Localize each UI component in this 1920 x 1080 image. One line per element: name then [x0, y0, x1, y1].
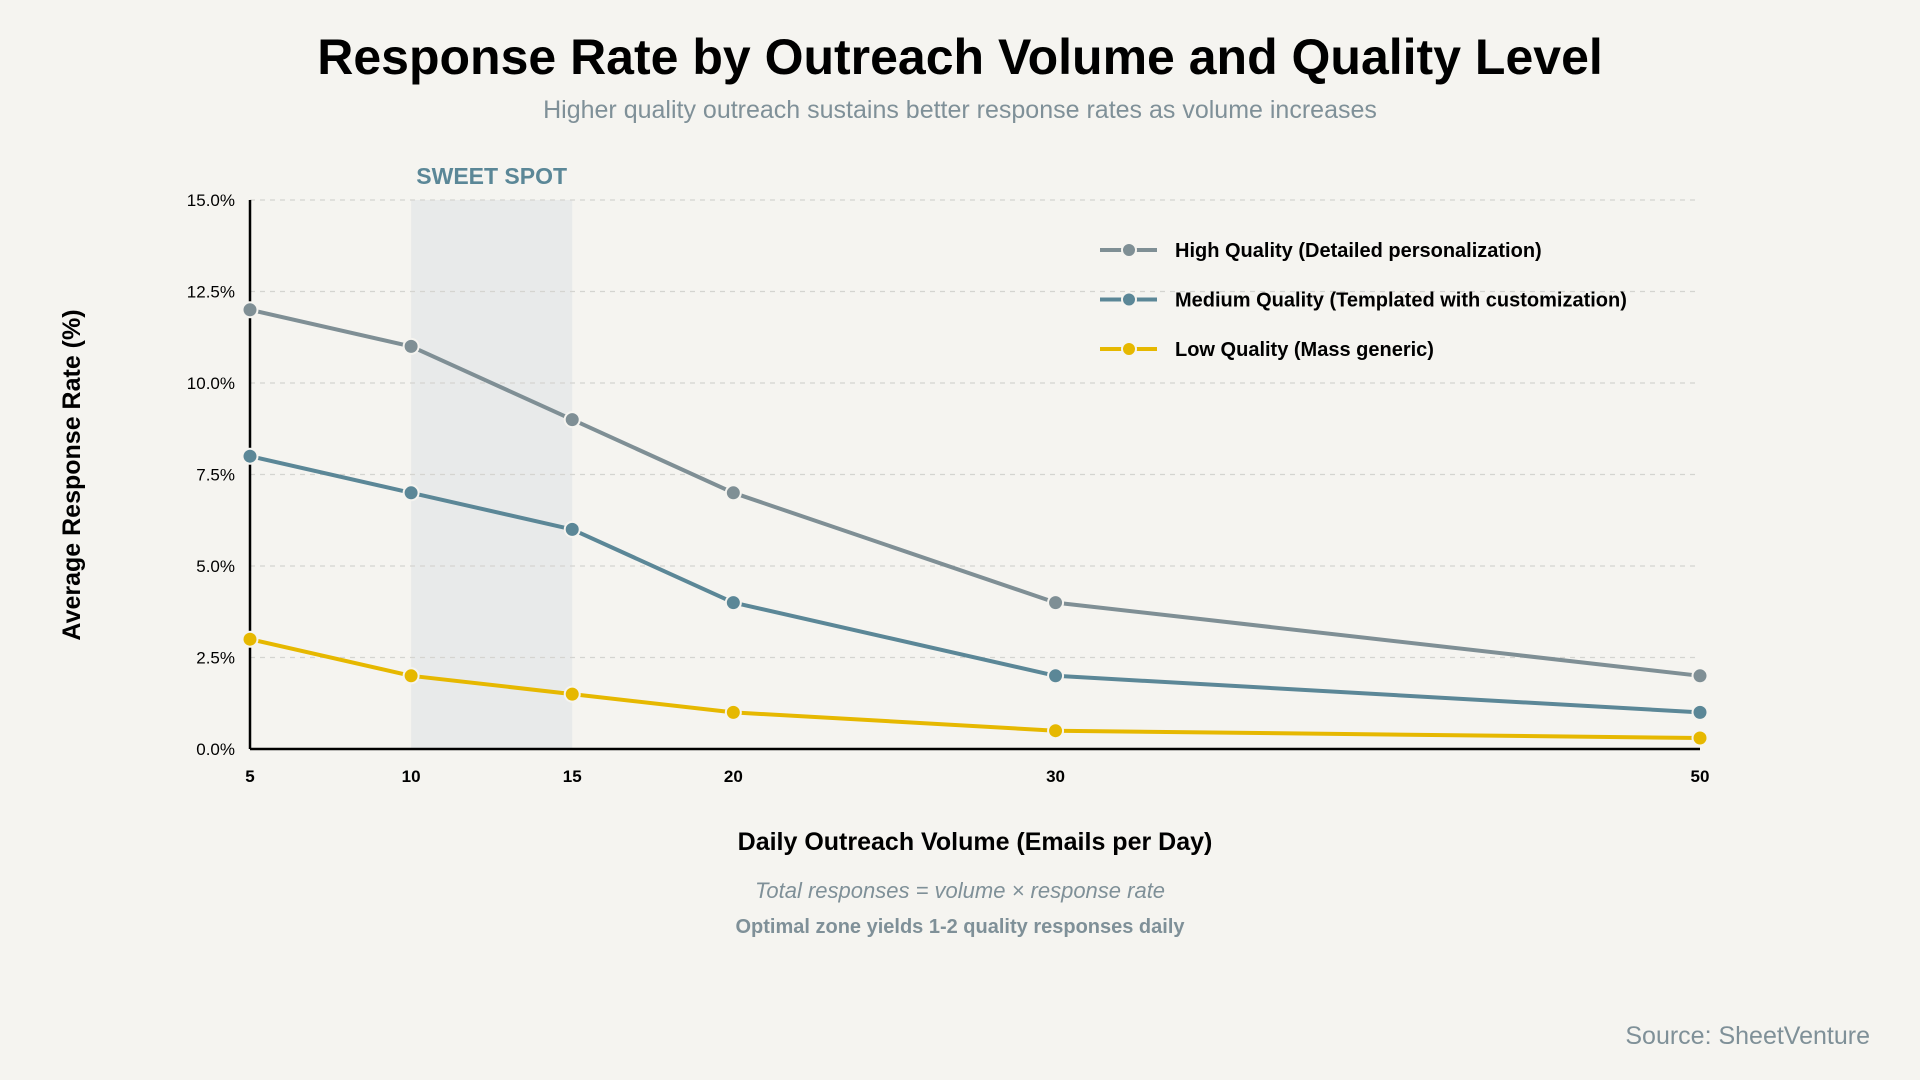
- note-optimal-zone: Optimal zone yields 1-2 quality response…: [735, 916, 1185, 938]
- y-tick-label: 15.0%: [187, 191, 235, 210]
- chart-subtitle: Higher quality outreach sustains better …: [543, 96, 1377, 124]
- data-point: [1691, 729, 1709, 747]
- source-label: Source: SheetVenture: [1625, 1022, 1870, 1050]
- legend-swatch-marker: [1121, 291, 1137, 308]
- y-axis-title: Average Response Rate (%): [58, 309, 86, 640]
- data-point: [241, 447, 259, 465]
- x-tick-label: 15: [563, 767, 582, 786]
- sweet-spot-label: SWEET SPOT: [416, 163, 567, 189]
- data-point: [724, 484, 742, 502]
- y-tick-label: 10.0%: [187, 374, 235, 393]
- data-point: [724, 594, 742, 612]
- data-point: [1047, 594, 1065, 612]
- data-point: [1691, 667, 1709, 685]
- x-tick-label: 50: [1691, 767, 1710, 786]
- data-point: [1691, 703, 1709, 721]
- x-tick-label: 10: [402, 767, 421, 786]
- y-tick-label: 0.0%: [196, 740, 235, 759]
- x-axis-title: Daily Outreach Volume (Emails per Day): [738, 828, 1213, 856]
- legend-label: Low Quality (Mass generic): [1175, 339, 1434, 361]
- y-tick-label: 12.5%: [187, 283, 235, 302]
- legend-label: Medium Quality (Templated with customiza…: [1175, 290, 1627, 312]
- series-line-2: [249, 637, 1701, 741]
- data-point: [402, 337, 420, 355]
- note-formula: Total responses = volume × response rate: [754, 878, 1166, 903]
- data-point: [563, 685, 581, 703]
- y-tick-label: 5.0%: [196, 557, 235, 576]
- series-line-0: [249, 307, 1701, 678]
- x-tick-label: 5: [245, 767, 254, 786]
- y-tick-label: 2.5%: [196, 649, 235, 668]
- data-point: [1047, 667, 1065, 685]
- data-point: [402, 667, 420, 685]
- data-point: [241, 630, 259, 648]
- data-point: [563, 411, 581, 429]
- x-tick-label: 30: [1046, 767, 1065, 786]
- data-point: [1047, 722, 1065, 740]
- data-point: [241, 301, 259, 319]
- data-point: [563, 520, 581, 538]
- data-point: [402, 484, 420, 502]
- legend-swatch-marker: [1121, 242, 1137, 258]
- series-line-1: [249, 454, 1701, 715]
- data-point: [724, 703, 742, 721]
- x-tick-label: 20: [724, 767, 743, 786]
- legend-label: High Quality (Detailed personalization): [1175, 240, 1542, 262]
- y-tick-label: 7.5%: [196, 466, 235, 485]
- chart-title: Response Rate by Outreach Volume and Qua…: [317, 29, 1603, 85]
- legend-swatch-marker: [1121, 341, 1137, 357]
